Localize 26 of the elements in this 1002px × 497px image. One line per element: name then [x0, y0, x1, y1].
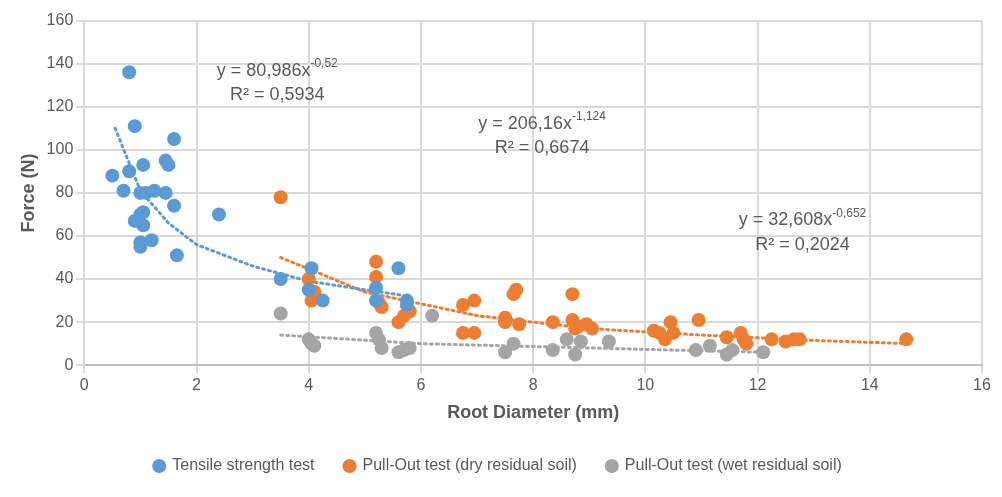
x-tick-label: 12 — [748, 376, 767, 394]
legend-label: Pull-Out test (wet residual soil) — [624, 456, 842, 474]
x-tick-label: 8 — [528, 376, 538, 394]
x-tick-label: 10 — [636, 376, 655, 394]
y-axis-title: Force (N) — [17, 153, 38, 233]
x-tick-label: 4 — [304, 376, 314, 394]
x-axis-title: Root Diameter (mm) — [447, 402, 620, 423]
x-tick-label: 6 — [416, 376, 426, 394]
y-tick-label: 80 — [55, 183, 74, 201]
y-tick-label: 120 — [46, 97, 74, 115]
legend-label: Pull-Out test (dry residual soil) — [362, 456, 577, 474]
x-tick-label: 2 — [192, 376, 202, 394]
x-tick-label: 14 — [860, 376, 879, 394]
y-tick-label: 20 — [55, 312, 74, 330]
y-tick-label: 0 — [64, 355, 74, 373]
y-tick-label: 140 — [46, 54, 74, 72]
annotation: R² = 0,5934 — [230, 83, 325, 104]
y-tick-label: 40 — [55, 269, 74, 287]
y-tick-label: 60 — [55, 226, 74, 244]
annotation: R² = 0,6674 — [494, 137, 590, 158]
x-tick-label: 16 — [973, 376, 991, 394]
legend-label: Tensile strength test — [172, 456, 316, 474]
x-tick-label: 0 — [79, 376, 89, 394]
y-tick-label: 100 — [46, 140, 74, 158]
annotation: R² = 0,2024 — [755, 233, 850, 254]
y-tick-label: 160 — [46, 11, 74, 29]
